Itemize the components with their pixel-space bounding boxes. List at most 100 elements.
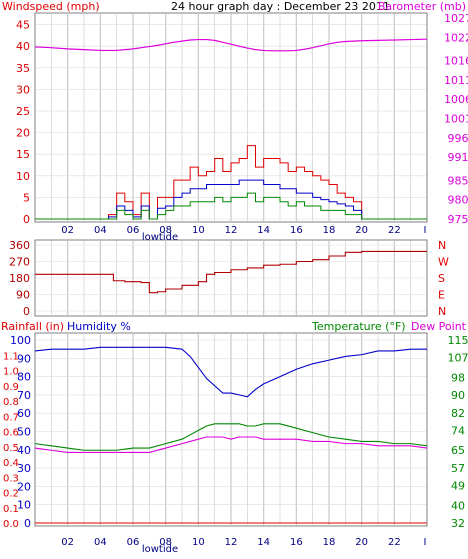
- dew-point-line: [34, 436, 428, 453]
- rainfall-tick-label: 0.5: [3, 443, 19, 454]
- x-tick-label: 18: [323, 537, 336, 548]
- windspeed-tick-label: 45: [16, 19, 30, 32]
- x-tick-label: 14: [257, 537, 270, 548]
- temperature-tick-label: 57: [451, 462, 465, 475]
- rainfall-tick-label: 1.1: [3, 351, 19, 362]
- panel1-frame: [34, 12, 428, 223]
- barometer-axis-label: Barometer (mb): [378, 0, 466, 13]
- rainfall-tick-label: 0.4: [3, 458, 19, 469]
- temperature-tick-label: 40: [451, 499, 465, 512]
- direction-degree-tick-label: 270: [9, 256, 30, 269]
- temperature-tick-label: 98: [451, 371, 465, 384]
- x-tick-label: 04: [94, 225, 107, 236]
- wind-direction-line: [35, 250, 427, 294]
- x-tick-label: 22: [388, 537, 401, 548]
- windspeed-axis-label: Windspeed (mph): [2, 0, 100, 13]
- rainfall-tick-label: 0.8: [3, 397, 19, 408]
- rainfall-axis-label: Rainfall (in): [1, 320, 64, 333]
- gust-line: [35, 179, 427, 220]
- temperature-f-line: [34, 423, 428, 451]
- chart-title: 24 hour graph day : December 23 2011: [171, 0, 390, 13]
- barometer-tick-label: 1006: [444, 93, 468, 106]
- direction-compass-tick-label: S: [438, 272, 445, 285]
- lowtide-label-top: lowtide: [142, 232, 178, 243]
- temperature-tick-label: 49: [451, 480, 465, 493]
- x-tick-label: I: [424, 225, 427, 236]
- barometer-tick-label: 1022: [444, 31, 468, 44]
- rainfall-tick-label: 0.6: [3, 428, 19, 439]
- x-tick-label: 08: [159, 537, 172, 548]
- x-tick-label: 12: [225, 537, 238, 548]
- barometer-tick-label: 1027: [444, 12, 468, 25]
- barometer-tick-label: 980: [448, 194, 468, 207]
- x-tick-label: 16: [290, 225, 303, 236]
- panel3-frame: [34, 332, 428, 527]
- humidity-tick-label: 100: [10, 334, 31, 347]
- x-tick-label: 12: [225, 225, 238, 236]
- chart-marks: [34, 38, 428, 524]
- x-tick-label: 08: [159, 225, 172, 236]
- humidity-axis-label: Humidity %: [67, 320, 131, 333]
- lowtide-label-bottom: lowtide: [142, 544, 178, 555]
- rainfall-tick-label: 0.9: [3, 382, 19, 393]
- direction-compass-tick-label: N: [438, 239, 446, 252]
- barometer-tick-label: 975: [448, 213, 468, 226]
- humidity-tick-label: 40: [17, 444, 31, 457]
- rainfall-tick-label: 0.1: [3, 504, 19, 515]
- windspeed-tick-label: 25: [16, 105, 30, 118]
- x-tick-label: 20: [355, 537, 368, 548]
- temperature-tick-label: 74: [451, 424, 465, 437]
- barometer-tick-label: 1016: [444, 54, 468, 67]
- humidity-tick-label: 60: [17, 407, 31, 420]
- humidity-tick-label: 90: [17, 352, 31, 365]
- windspeed-mph-line: [35, 145, 427, 220]
- temperature-tick-label: 115: [448, 334, 468, 347]
- direction-degree-tick-label: 0: [23, 305, 30, 318]
- humidity-line: [34, 346, 427, 398]
- rainfall-tick-label: 1.0: [3, 367, 19, 378]
- x-tick-label: 06: [127, 537, 140, 548]
- x-tick-label: I: [424, 537, 427, 548]
- direction-degree-tick-label: 180: [9, 272, 30, 285]
- rainfall-tick-label: 0.7: [3, 412, 19, 423]
- humidity-tick-label: 50: [17, 426, 31, 439]
- x-tick-label: 02: [61, 537, 74, 548]
- x-tick-label: 20: [355, 225, 368, 236]
- temperature-tick-label: 65: [451, 444, 465, 457]
- humidity-tick-label: 10: [17, 499, 31, 512]
- x-tick-label: 18: [323, 225, 336, 236]
- x-tick-label: 22: [388, 225, 401, 236]
- x-tick-label: 14: [257, 225, 270, 236]
- wind-line: [35, 192, 427, 220]
- barometer-mb-line: [34, 38, 428, 52]
- humidity-tick-label: 80: [17, 371, 31, 384]
- temperature-tick-label: 32: [451, 517, 465, 530]
- rainfall-tick-label: 0.2: [3, 489, 19, 500]
- humidity-tick-label: 30: [17, 462, 31, 475]
- x-tick-label: 10: [192, 537, 205, 548]
- x-tick-label: 02: [61, 225, 74, 236]
- windspeed-tick-label: 5: [23, 191, 30, 204]
- direction-degree-tick-label: 360: [9, 239, 30, 252]
- barometer-tick-label: 985: [448, 174, 468, 187]
- direction-compass-tick-label: E: [438, 289, 445, 302]
- humidity-tick-label: 0: [24, 517, 31, 530]
- panel2-frame: [34, 239, 428, 317]
- windspeed-tick-label: 20: [16, 127, 30, 140]
- x-tick-label: 06: [127, 225, 140, 236]
- x-tick-label: 04: [94, 537, 107, 548]
- direction-compass-tick-label: N: [438, 305, 446, 318]
- barometer-tick-label: 991: [448, 151, 468, 164]
- x-tick-label: 16: [290, 537, 303, 548]
- direction-degree-tick-label: 90: [16, 289, 30, 302]
- rainfall-tick-label: 0.3: [3, 473, 19, 484]
- tick-labels: 02 04 06 08 10 12 14 16 18 20 22 I 02 04 06 08 10 12 14 16 1…: [3, 12, 468, 548]
- windspeed-tick-label: 0: [23, 213, 30, 226]
- humidity-tick-label: 70: [17, 389, 31, 402]
- windspeed-tick-label: 15: [16, 148, 30, 161]
- direction-compass-tick-label: W: [438, 256, 449, 269]
